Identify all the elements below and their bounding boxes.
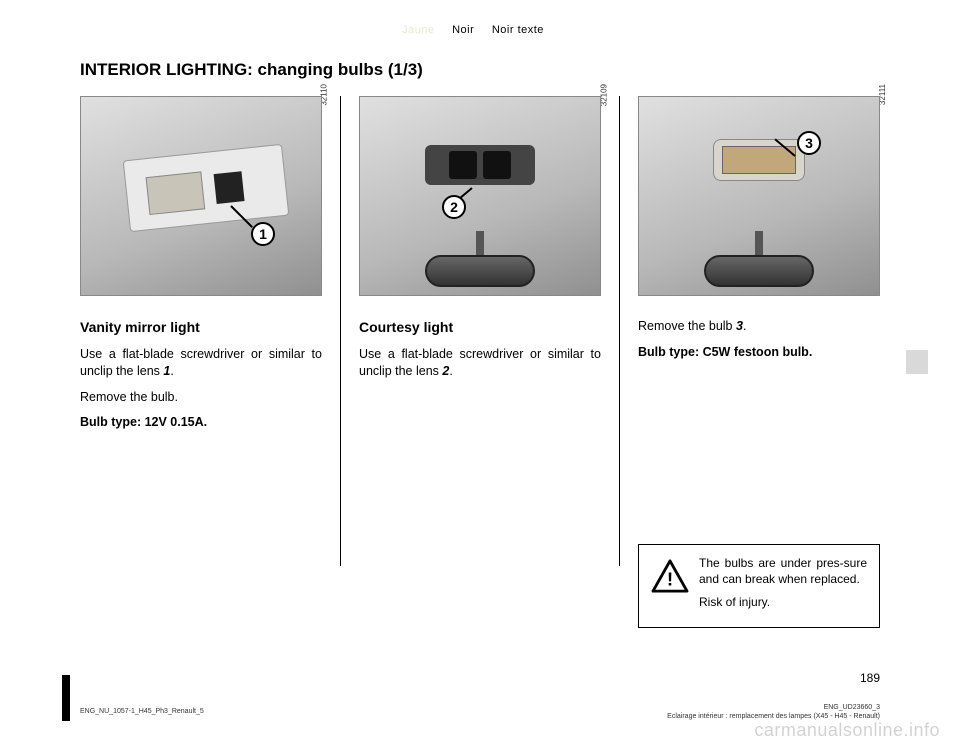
figure-courtesy: 2 [359, 96, 601, 296]
title-sub: (1/3) [388, 60, 423, 79]
figure-vanity: 1 [80, 96, 322, 296]
figure-vanity-wrap: 32110 1 [80, 96, 322, 296]
header-noir: Noir [452, 24, 474, 36]
warning-line2: Risk of injury. [699, 594, 867, 611]
warning-box: ! The bulbs are under pres-sure and can … [638, 544, 880, 628]
col2-text: Courtesy light Use a flat-blade screwdri… [359, 318, 601, 389]
col3-p2: Bulb type: C5W festoon bulb. [638, 344, 880, 362]
column-1: 32110 1 Vanity mirror light Use a fla [80, 96, 322, 636]
figure-remove: 3 [638, 96, 880, 296]
footer-left: ENG_NU_1057-1_H45_Ph3_Renault_5 [80, 708, 204, 715]
divider-1 [340, 96, 341, 566]
header-color-line: Jaune Noir Noir texte [402, 24, 558, 36]
watermark: carmanualsonline.info [754, 720, 940, 741]
page-number: 189 [860, 671, 880, 685]
black-tab [62, 675, 70, 721]
svg-text:!: ! [667, 569, 673, 590]
warning-triangle-icon: ! [651, 559, 689, 593]
warning-line1: The bulbs are under pres-sure and can br… [699, 555, 867, 589]
col1-heading: Vanity mirror light [80, 318, 322, 338]
col1-p3: Bulb type: 12V 0.15A. [80, 414, 322, 432]
col2-heading: Courtesy light [359, 318, 601, 338]
col2-p1: Use a flat-blade screwdriver or similar … [359, 346, 601, 381]
callout-3: 3 [797, 131, 821, 155]
col1-text: Vanity mirror light Use a flat-blade scr… [80, 318, 322, 440]
figure-remove-wrap: 32111 3 [638, 96, 880, 296]
side-tab [906, 350, 928, 374]
col3-text: Remove the bulb 3. Bulb type: C5W festoo… [638, 318, 880, 369]
callout-2-num: 2 [450, 199, 458, 215]
columns: 32110 1 Vanity mirror light Use a fla [80, 96, 880, 636]
footer-right-1: ENG_UD23660_3 [667, 703, 880, 712]
callout-2: 2 [442, 195, 466, 219]
footer-right: ENG_UD23660_3 Eclairage intérieur : remp… [667, 703, 880, 721]
callout-1: 1 [251, 222, 275, 246]
header-noir-texte: Noir texte [492, 24, 544, 36]
figure-courtesy-wrap: 32109 2 [359, 96, 601, 296]
title-main: INTERIOR LIGHTING: changing bulbs [80, 60, 388, 79]
page-title: INTERIOR LIGHTING: changing bulbs (1/3) [80, 60, 880, 80]
col1-p2: Remove the bulb. [80, 389, 322, 407]
column-2: 32109 2 Courtesy light Use a flat-blade … [359, 96, 601, 636]
callout-1-num: 1 [259, 226, 267, 242]
callout-3-num: 3 [805, 135, 813, 151]
col1-p1: Use a flat-blade screwdriver or similar … [80, 346, 322, 381]
page-content: INTERIOR LIGHTING: changing bulbs (1/3) … [80, 60, 880, 683]
column-3: 32111 3 Remove the bulb 3. Bulb type: C5… [638, 96, 880, 636]
divider-2 [619, 96, 620, 566]
col3-p1: Remove the bulb 3. [638, 318, 880, 336]
header-jaune: Jaune [402, 24, 434, 36]
